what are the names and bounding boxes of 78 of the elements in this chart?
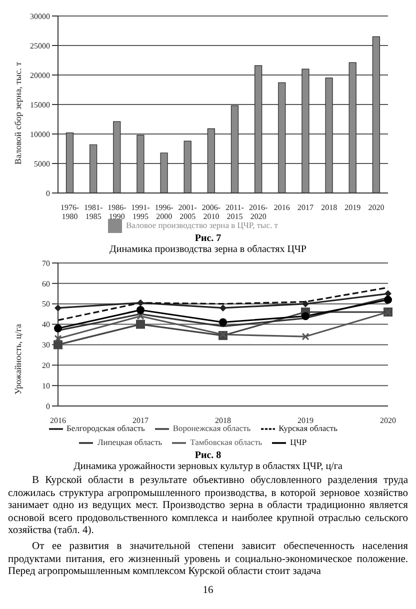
bar (90, 144, 98, 193)
x-tick-label: 2006-2010 (202, 203, 221, 221)
y-tick-label: 5000 (34, 159, 50, 168)
bar (66, 132, 74, 193)
legend-label: Липецкая область (97, 436, 162, 447)
y-tick-label: 50 (42, 300, 50, 309)
bar (302, 68, 310, 193)
point (54, 324, 62, 332)
point (136, 320, 145, 329)
point (136, 306, 144, 314)
y-axis-title: Валовой сбор зерна, тыс. т (13, 62, 24, 164)
text: Динамика производства зерна в областях ЦЧР (108, 244, 308, 255)
x-tick-label: 1991-1995 (131, 203, 150, 221)
y-tick-label: 10000 (30, 130, 50, 139)
point (219, 318, 227, 326)
legend-label: ЦЧР (290, 436, 307, 447)
legend-label: Тамбовская область (190, 436, 262, 447)
y-tick-label: 15000 (30, 100, 50, 110)
y-tick-label: 20 (42, 360, 50, 370)
x-tick-label: 2016-2020 (249, 203, 268, 221)
y-tick-label: 25000 (30, 41, 50, 50)
bar (136, 134, 144, 193)
point (384, 296, 392, 304)
x-tick-label: 2018 (215, 416, 231, 425)
x-tick-label: 2011-2015 (226, 203, 244, 221)
bar (207, 128, 215, 193)
text: Рис. 7 (194, 233, 222, 244)
point (54, 334, 62, 342)
bar (278, 82, 286, 193)
legend-label: Валовое производство зерна в ЦЧР, тыс. т (126, 220, 278, 230)
x-tick-label: 2020 (368, 203, 384, 212)
y-tick-label: 20000 (30, 70, 50, 80)
y-tick-label: 30 (42, 340, 50, 350)
legend-label: Воронежская область (172, 422, 251, 433)
text: Динамика урожайности зерновых культур в областях ЦЧР, ц/га (72, 461, 344, 472)
bar (160, 152, 168, 193)
x-tick-label: 1981-1985 (84, 203, 104, 221)
legend-label: Курская область (278, 422, 338, 433)
point (302, 312, 310, 320)
x-tick-label: 2016 (50, 416, 66, 425)
y-tick-label: 70 (42, 258, 50, 268)
point (54, 304, 62, 312)
x-tick-label: 2016 (274, 203, 290, 212)
bar (184, 140, 192, 193)
bar (325, 78, 333, 193)
x-tick-label: 2018 (321, 203, 338, 212)
x-tick-label: 1976-1980 (60, 203, 80, 221)
legend-label: Белгородская область (66, 422, 145, 433)
x-tick-label: 2017 (298, 203, 314, 212)
x-tick-label: 2019 (298, 416, 314, 425)
bar (348, 62, 356, 193)
point (137, 299, 144, 306)
point (54, 340, 62, 350)
y-axis-title: Урожайность, ц/га (13, 324, 24, 394)
y-tick-label: 0 (46, 188, 50, 198)
y-tick-label: 0 (46, 402, 50, 411)
bar (372, 36, 380, 193)
y-tick-label: 60 (42, 279, 50, 288)
point (220, 304, 226, 312)
y-tick-label: 10 (42, 381, 50, 390)
x-tick-label: 2017 (132, 416, 148, 425)
point (136, 312, 144, 320)
text: От ее развития в значительной степени зависит обеспеченность населения продуктами питания, его жизненный уровень и социально-экономическое положение. Перед агропромышленным комплексом Курской области стоит задача (8, 540, 408, 579)
y-tick-label: 30000 (30, 12, 50, 21)
x-tick-label: 2019 (344, 203, 361, 212)
bar (254, 65, 262, 193)
text: В Курской области в результате объективно обусловленного разделения труда сложилась структура агропромышленного производства, в которой зерновое хозяйство занимает одно из ведущих мест. Производство зерна в области традиционно является основой всего продовольственного комплекса и наиболее крупной отраслью сельского хозяйства (табл. 4). (8, 475, 408, 538)
bar (113, 121, 121, 193)
x-tick-label: 1986-1990 (108, 203, 127, 221)
text: Рис. 8 (194, 450, 222, 461)
x-tick-label: 1996-2000 (154, 203, 174, 221)
bar (230, 105, 239, 193)
point (302, 332, 310, 340)
text: 16 (202, 584, 214, 598)
y-tick-label: 40 (42, 320, 50, 330)
x-tick-label: 2001-2005 (178, 203, 198, 221)
point (302, 300, 309, 308)
x-tick-label: 2020 (380, 416, 396, 425)
